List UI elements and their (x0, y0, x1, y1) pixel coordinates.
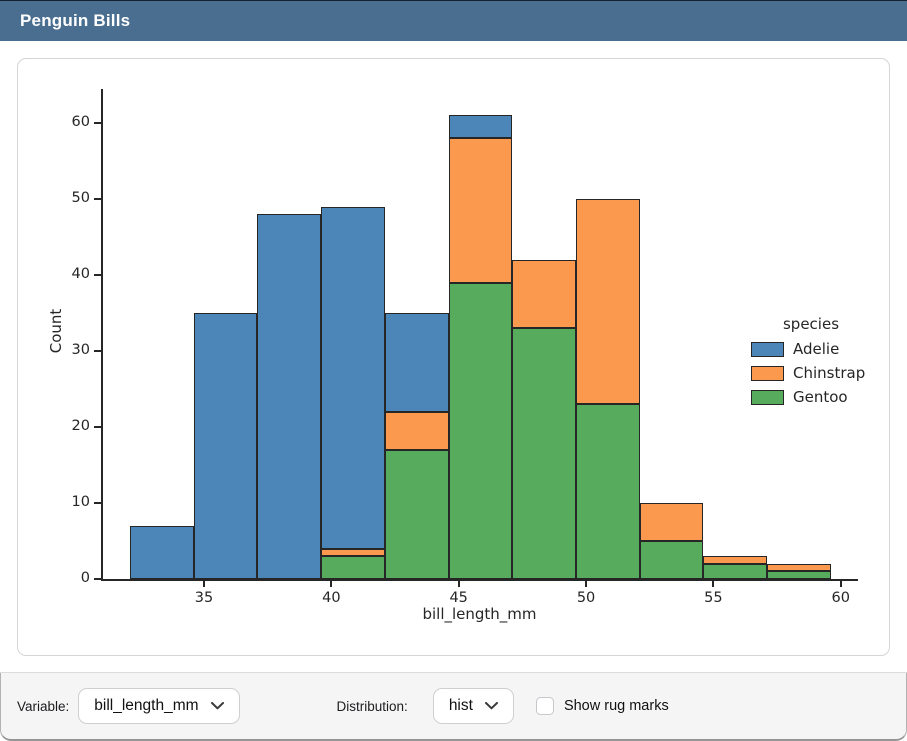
x-tick-mark (203, 580, 205, 587)
y-tick-mark (94, 578, 101, 580)
page-title: Penguin Bills (20, 11, 131, 30)
chevron-down-icon (210, 697, 224, 715)
bar-segment-gentoo (384, 449, 449, 579)
bar-segment-adelie (130, 525, 194, 579)
legend-label: Gentoo (793, 388, 848, 406)
legend-entry-chinstrap: Chinstrap (751, 364, 871, 382)
legend: species Adelie Chinstrap Gentoo (751, 315, 871, 412)
bar-segment-adelie (321, 206, 385, 549)
variable-label: Variable: (17, 698, 70, 714)
y-tick-label: 50 (71, 190, 90, 206)
bar-segment-chinstrap (575, 199, 640, 405)
bar-segment-chinstrap (766, 563, 831, 572)
y-tick-mark (94, 350, 101, 352)
legend-swatch-gentoo (751, 389, 784, 405)
legend-entry-adelie: Adelie (751, 340, 871, 358)
rug-checkbox-label: Show rug marks (563, 698, 669, 714)
chevron-down-icon (484, 697, 498, 715)
x-tick-label: 45 (449, 590, 468, 606)
bar-segment-chinstrap (703, 556, 767, 564)
bar-segment-adelie (193, 313, 258, 579)
legend-entry-gentoo: Gentoo (751, 388, 871, 406)
y-tick-mark (94, 122, 101, 124)
bar-segment-adelie (448, 115, 513, 139)
x-tick-mark (330, 580, 333, 587)
bar-segment-gentoo (766, 571, 831, 579)
x-tick-mark (457, 580, 460, 587)
x-tick-label: 55 (704, 590, 723, 606)
bar-segment-adelie (257, 214, 322, 579)
bar-segment-gentoo (321, 556, 385, 579)
bar-segment-chinstrap (639, 503, 704, 541)
y-tick-label: 40 (71, 266, 90, 282)
variable-value: bill_length_mm (94, 697, 199, 714)
control-bar: Variable: bill_length_mm Distribution: h… (0, 673, 907, 741)
legend-items: Adelie Chinstrap Gentoo (751, 340, 871, 406)
y-tick-mark (94, 502, 101, 504)
bar-segment-gentoo (512, 328, 576, 579)
bar-segment-chinstrap (321, 548, 385, 557)
y-axis-label: Count (47, 308, 65, 354)
y-tick-label: 0 (80, 570, 90, 586)
bar-segment-gentoo (448, 282, 513, 579)
rug-checkbox[interactable] (535, 697, 554, 715)
x-axis-label: bill_length_mm (422, 605, 537, 623)
bar-segment-chinstrap (384, 411, 449, 450)
x-axis-spine (101, 579, 858, 581)
legend-swatch-adelie (751, 341, 784, 357)
bar-segment-gentoo (575, 404, 640, 579)
bar-segment-gentoo (639, 541, 704, 579)
distribution-label: Distribution: (336, 698, 408, 714)
title-bar: Penguin Bills (0, 0, 907, 41)
y-tick-label: 60 (71, 114, 90, 130)
y-tick-mark (94, 274, 101, 276)
distribution-value: hist (448, 697, 473, 714)
bar-segment-gentoo (703, 563, 767, 579)
legend-swatch-chinstrap (751, 365, 784, 381)
footer-divider (0, 672, 907, 673)
y-tick-label: 20 (71, 418, 90, 434)
x-tick-label: 35 (194, 590, 214, 606)
x-tick-label: 50 (576, 590, 596, 606)
y-tick-label: 30 (71, 342, 90, 358)
chart-card: bill_length_mm Count species Adelie Chins… (17, 58, 890, 656)
bar-segment-chinstrap (448, 138, 513, 283)
legend-label: Chinstrap (793, 364, 866, 382)
variable-dropdown[interactable]: bill_length_mm (78, 688, 240, 724)
bar-segment-adelie (384, 313, 449, 412)
y-axis-spine (101, 89, 103, 581)
x-tick-label: 40 (322, 590, 341, 606)
x-tick-mark (712, 580, 715, 587)
x-tick-label: 60 (831, 590, 850, 606)
x-tick-mark (839, 580, 842, 587)
bar-segment-chinstrap (512, 259, 576, 329)
legend-title: species (782, 315, 840, 333)
distribution-dropdown[interactable]: hist (432, 688, 514, 724)
legend-label: Adelie (793, 340, 840, 358)
y-tick-mark (94, 198, 101, 200)
y-tick-mark (94, 426, 101, 428)
y-tick-label: 10 (71, 494, 90, 510)
x-tick-mark (585, 580, 588, 587)
